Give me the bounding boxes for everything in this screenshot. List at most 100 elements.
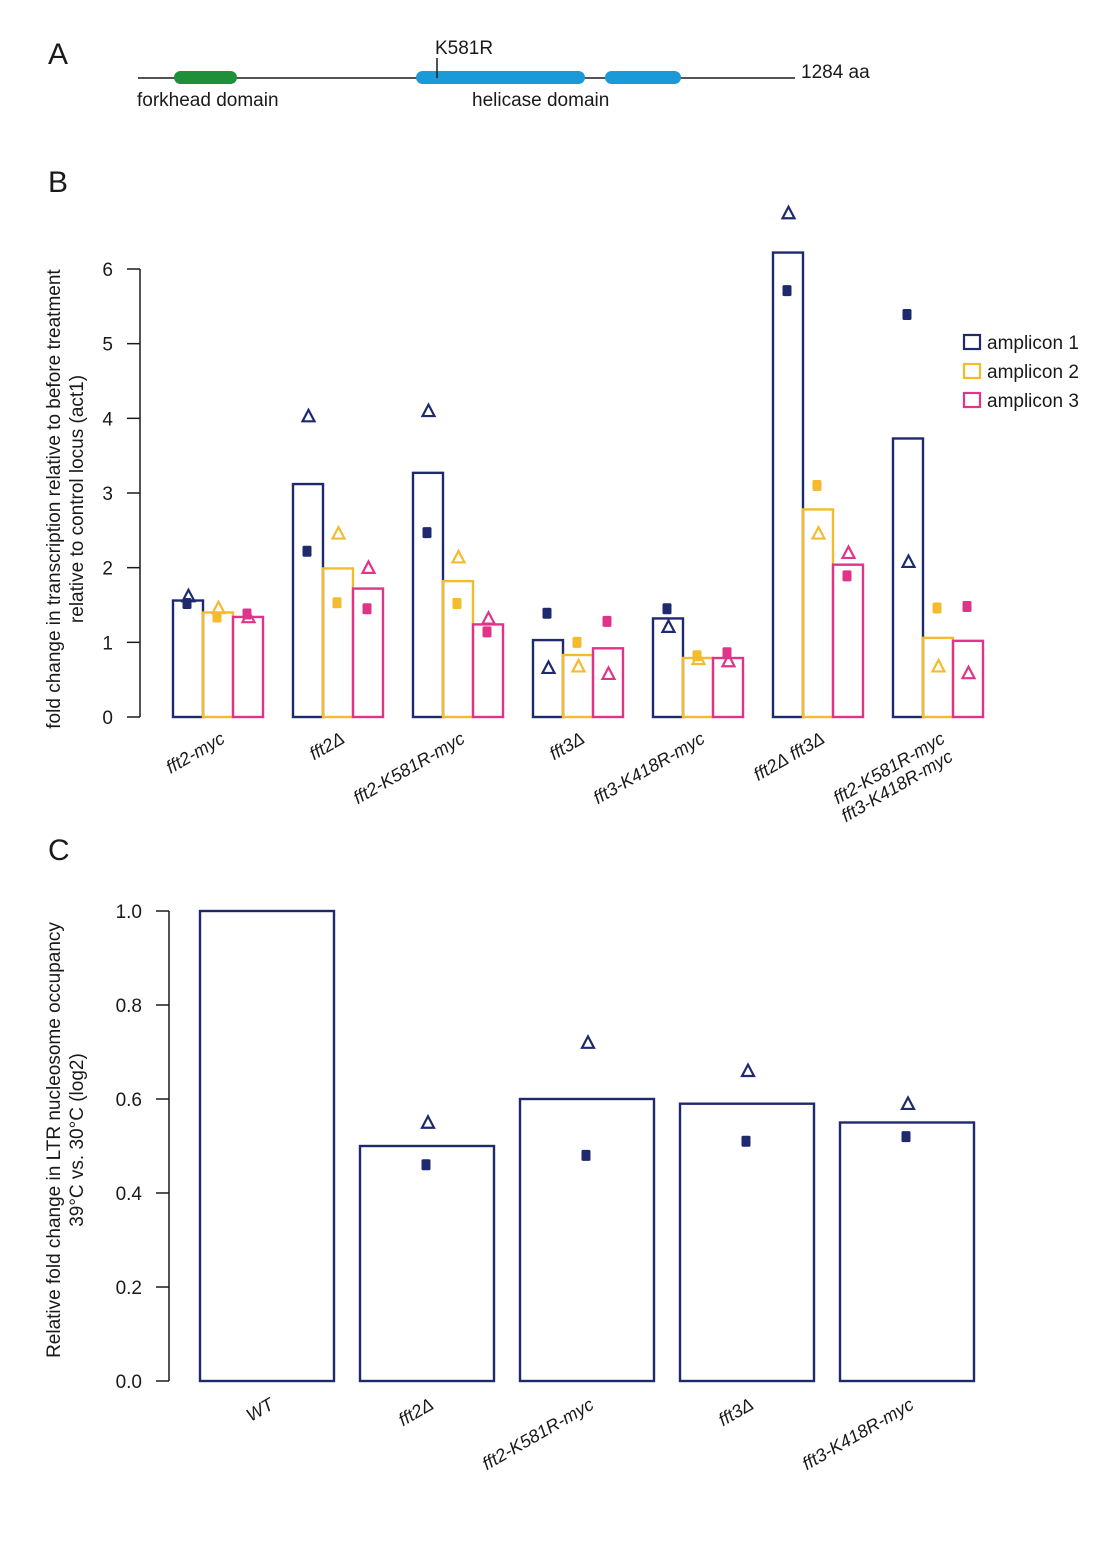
panel-b-replicate-square — [302, 545, 312, 557]
panel-b-y-axis: 0 1 2 3 4 5 6 — [102, 260, 141, 729]
panel-c-y-tick-label: 1.0 — [116, 902, 142, 923]
panel-b-bar — [471, 623, 505, 719]
panel-b-category-label: fft3-K418R-myc — [590, 728, 708, 808]
panel-a-letter: A — [48, 38, 68, 71]
panel-b-replicate-square — [422, 527, 432, 539]
forkhead-domain-block — [174, 71, 237, 84]
panel-c-replicate-square — [421, 1159, 431, 1171]
panel-b-replicate-square — [572, 636, 582, 648]
panel-b-replicate-square — [662, 603, 672, 615]
panel-b-replicate-square — [542, 607, 552, 619]
panel-b-replicate-triangle — [840, 544, 857, 560]
panel-b-replicate-square — [482, 626, 492, 638]
panel-c-y-tick-label: 0.0 — [116, 1372, 142, 1393]
panel-c-category-label: fft2-K581R-myc — [479, 1394, 597, 1474]
panel-b-bar — [561, 653, 595, 719]
panel-b-y-tick-label: 6 — [102, 260, 113, 281]
panel-b-ylabel-line1: fold change in transcription relative to… — [44, 269, 65, 729]
panel-b-replicate-square — [782, 285, 792, 297]
panel-b-bar — [921, 636, 955, 719]
panel-b-replicate-square — [902, 309, 912, 321]
k581r-label: K581R — [435, 38, 493, 59]
panel-b-bar — [831, 563, 865, 719]
panel-b-y-tick-label: 0 — [102, 708, 113, 729]
panel-b-replicate-triangle — [900, 553, 917, 569]
panel-b-bar — [891, 437, 925, 719]
panel-c-category-label: fft3Δ — [715, 1394, 757, 1430]
panel-b-replicate-square — [362, 603, 372, 615]
panel-b-replicate-triangle — [240, 608, 257, 624]
panel-c-ylabel-line1: Relative fold change in LTR nucleosome o… — [44, 922, 65, 1358]
panel-b-replicate-triangle — [930, 657, 947, 673]
panel-c-replicate-triangle — [900, 1095, 916, 1111]
panel-c-bar — [198, 909, 336, 1383]
panel-c-bar — [518, 1097, 656, 1383]
panel-b-bar — [201, 611, 235, 719]
helicase-domain-block-2 — [605, 71, 681, 84]
panel-b-replicate-square — [962, 600, 972, 612]
panel-b-category-label: fft2Δ — [306, 728, 348, 764]
panel-b-bar — [951, 639, 985, 719]
panel-c-bar — [678, 1102, 816, 1383]
panel-c-replicate-triangle — [580, 1034, 596, 1049]
panel-b-category-label: fft2-myc — [163, 728, 228, 777]
legend-swatch — [962, 391, 982, 409]
panel-b-replicate-square — [842, 570, 852, 582]
legend-swatch — [962, 333, 982, 351]
panel-c-category-label: fft2Δ — [395, 1394, 437, 1430]
panel-c-y-tick-label: 0.6 — [116, 1090, 142, 1111]
panel-b-replicate-triangle — [960, 664, 977, 680]
panel-c-category-label: WT — [243, 1393, 279, 1425]
panel-b-replicate-triangle — [660, 618, 677, 633]
panel-b-replicate-triangle — [300, 407, 317, 423]
legend-label: amplicon 1 — [987, 333, 1079, 354]
panel-b-replicate-triangle — [780, 204, 797, 220]
panel-b-y-tick-label: 3 — [102, 484, 113, 505]
panel-b-bar — [591, 647, 625, 719]
panel-b-replicate-square — [452, 598, 462, 610]
panel-c-replicate-square — [741, 1135, 751, 1147]
panel-b-replicate-triangle — [360, 559, 377, 574]
panel-b-bar — [771, 251, 805, 719]
panel-b-y-tick-label: 2 — [102, 559, 113, 580]
helicase-domain-block-1 — [416, 71, 585, 84]
panel-b-category-labels: fft2-myc fft2Δ fft2-K581R-myc fft3Δ fft3-K41… — [163, 728, 956, 826]
panel-b-y-tick-label: 5 — [102, 335, 113, 356]
panel-c-ylabel-line2: 39°C vs. 30°C (log2) — [67, 1053, 88, 1227]
panel-b-replicate-triangle — [690, 650, 707, 666]
panel-c-points — [420, 1034, 916, 1171]
legend-swatch — [962, 362, 982, 380]
panel-b-y-tick-label: 4 — [102, 409, 113, 430]
panel-b-bar — [171, 599, 205, 719]
legend-label: amplicon 3 — [987, 391, 1079, 412]
panel-b-replicate-triangle — [210, 599, 227, 615]
panel-c-bar — [838, 1121, 976, 1383]
panel-b-bar — [411, 471, 445, 719]
panel-c-letter: C — [48, 834, 70, 867]
panel-c-bars — [198, 909, 976, 1383]
panel-c-y-axis: 0.0 0.2 0.4 0.6 0.8 1.0 — [116, 902, 170, 1393]
panel-b-replicate-triangle — [480, 609, 497, 625]
helicase-label: helicase domain — [472, 90, 609, 111]
length-label: 1284 aa — [801, 62, 870, 83]
panel-c-bar — [358, 1144, 496, 1383]
panel-b-letter: B — [48, 166, 68, 199]
panel-b-bar — [351, 587, 385, 719]
panel-b-replicate-triangle — [180, 587, 197, 603]
panel-b-replicate-square — [332, 597, 342, 609]
panel-b-replicate-square — [932, 602, 942, 614]
panel-b-replicate-triangle — [810, 524, 827, 540]
panel-b-bar — [801, 508, 835, 719]
panel-b-bar — [681, 656, 715, 719]
panel-b-ylabel-line2: relative to control locus (act1) — [67, 375, 88, 623]
panel-b-bar — [291, 482, 325, 719]
panel-c-category-labels: WT fft2Δ fft2-K581R-myc fft3Δ fft3-K418R-myc — [243, 1393, 917, 1474]
panel-b-replicate-square — [812, 480, 822, 492]
panel-b-legend: amplicon 1 amplicon 2 amplicon 3 — [962, 333, 1079, 412]
panel-b-y-tick-label: 1 — [102, 633, 113, 654]
panel-b-replicate-triangle — [450, 548, 467, 564]
panel-c-replicate-square — [581, 1149, 591, 1161]
panel-b-category-label: fft2-K581R-myc — [350, 728, 468, 808]
legend-label: amplicon 2 — [987, 362, 1079, 383]
